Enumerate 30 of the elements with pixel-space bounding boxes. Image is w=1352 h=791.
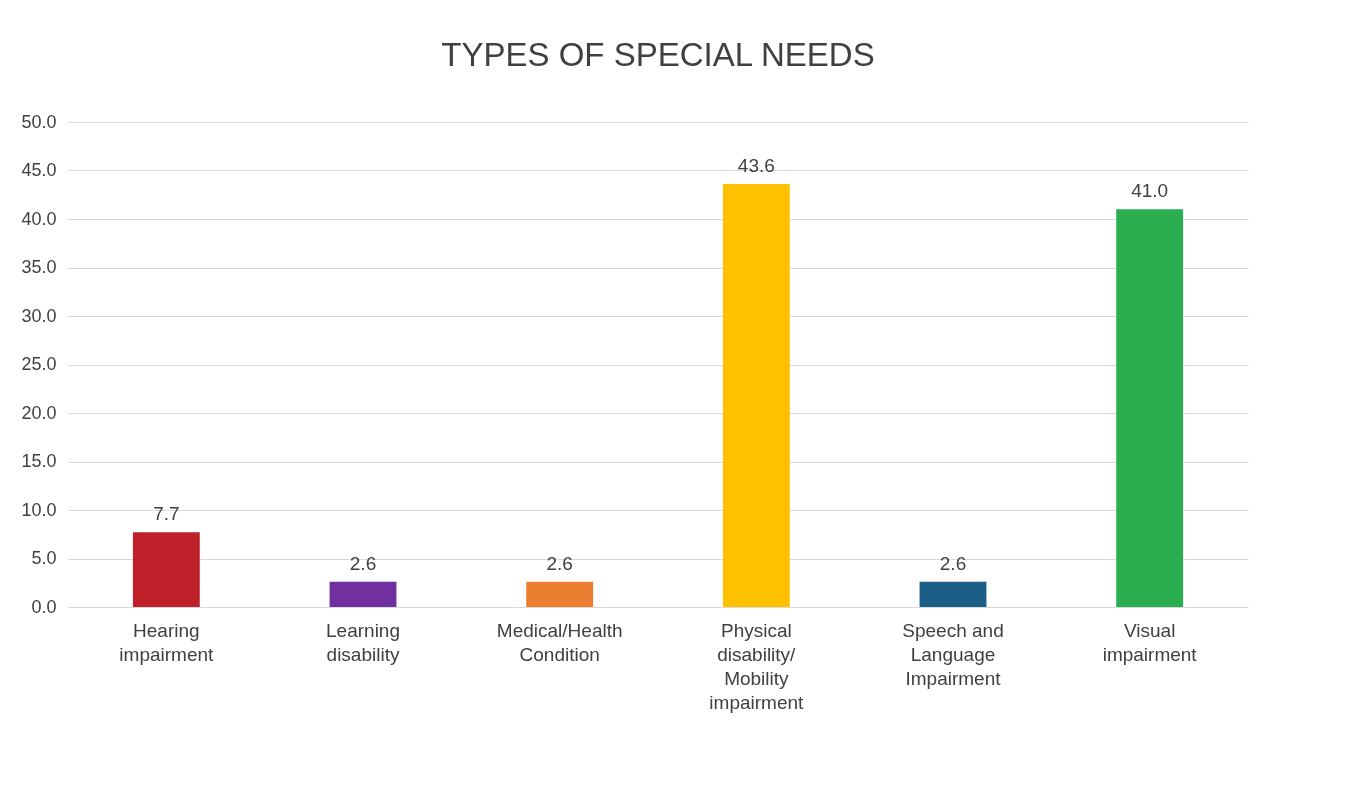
bar <box>526 581 594 607</box>
bar <box>329 581 397 607</box>
data-label: 41.0 <box>1131 180 1169 202</box>
y-tick-label: 45.0 <box>21 160 57 180</box>
bar <box>919 581 987 607</box>
y-tick-label: 50.0 <box>21 111 57 132</box>
data-label: 7.7 <box>153 503 180 525</box>
y-tick-label: 0.0 <box>31 596 57 617</box>
y-tick-label: 15.0 <box>21 451 57 471</box>
x-tick-label: Physical disability/ Mobility impairment <box>709 619 805 713</box>
y-tick-label: 25.0 <box>21 354 57 374</box>
y-tick-label: 35.0 <box>21 257 57 277</box>
bar <box>722 184 790 607</box>
x-tick-label: Speech and Language Impairment <box>902 619 1004 689</box>
data-label: 2.6 <box>349 552 377 574</box>
x-tick-label: Visual impairment <box>1102 619 1198 665</box>
bar <box>132 532 200 607</box>
x-tick-label: Hearing impairment <box>119 619 215 665</box>
data-label: 2.6 <box>546 552 573 574</box>
chart-title: TYPES OF SPECIAL NEEDS <box>441 36 875 73</box>
data-label: 2.6 <box>939 552 967 574</box>
x-tick-label: Learning disability <box>326 619 400 665</box>
y-tick-label: 40.0 <box>21 208 57 229</box>
y-tick-label: 30.0 <box>21 305 57 326</box>
y-tick-label: 5.0 <box>31 548 57 568</box>
y-tick-label: 20.0 <box>21 402 57 423</box>
bar <box>1116 209 1184 607</box>
x-tick-label: Medical/Health Condition <box>496 619 623 665</box>
data-label: 43.6 <box>737 155 775 177</box>
y-tick-label: 10.0 <box>21 499 57 520</box>
